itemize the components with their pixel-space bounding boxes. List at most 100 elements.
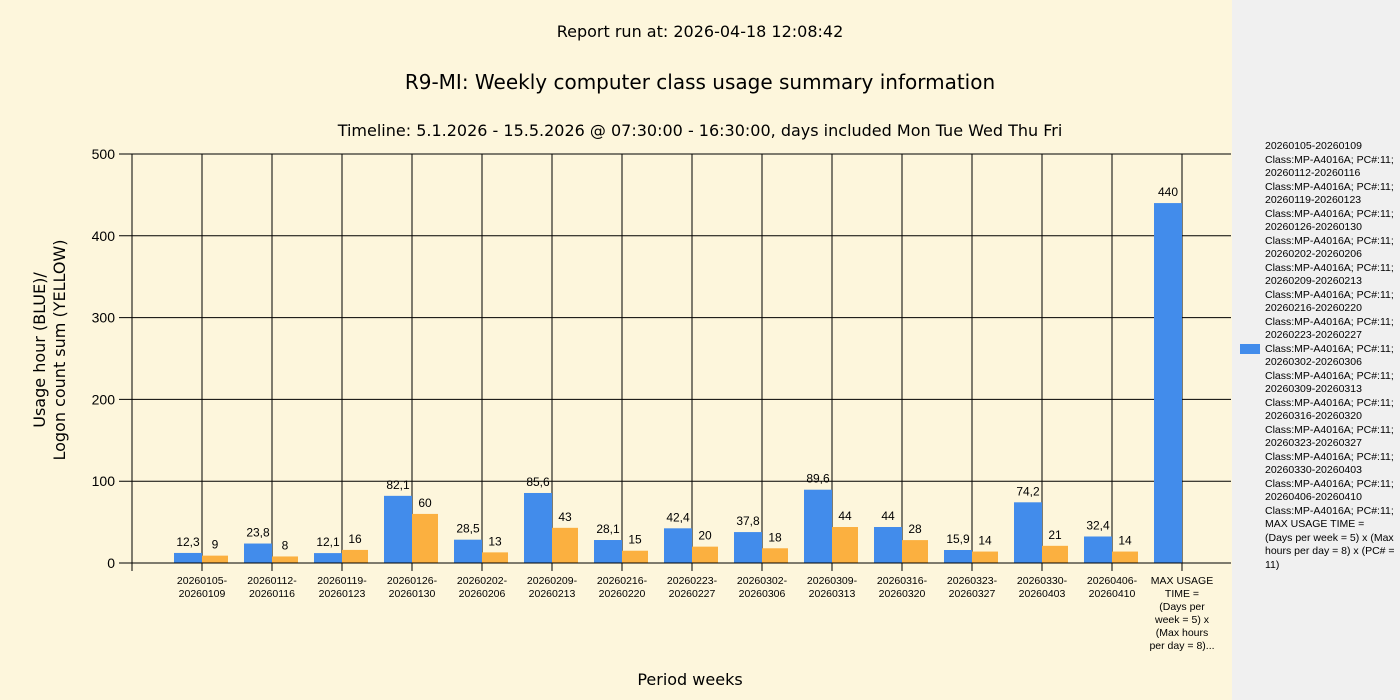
legend-line: Class:MP-A4016A; PC#:11;: [1265, 234, 1394, 247]
legend-line: Class:MP-A4016A; PC#:11;: [1265, 477, 1394, 490]
x-tick-label: 20260119- 20260123: [302, 575, 382, 601]
bar-logon-count: [342, 549, 368, 563]
data-label: 14: [1118, 534, 1132, 548]
x-tick-label-line: 20260109: [178, 588, 226, 600]
bar-usage-hour: [454, 539, 482, 563]
legend-line: Class:MP-A4016A; PC#:11;: [1265, 207, 1394, 220]
bar-usage-hour: [734, 532, 762, 563]
x-tick-label: 20260323- 20260327: [932, 575, 1012, 601]
legend-line: MAX USAGE TIME =: [1265, 518, 1365, 530]
x-tick-label: 20260309- 20260313: [792, 575, 872, 601]
data-label: 89,6: [806, 472, 830, 486]
bar-usage-hour: [664, 528, 692, 563]
x-tick-label-line: 20260403: [1018, 588, 1066, 600]
chart-subtitle: Timeline: 5.1.2026 - 15.5.2026 @ 07:30:0…: [337, 121, 1063, 140]
data-label: 37,8: [736, 514, 760, 528]
legend-line: Class:MP-A4016A; PC#:11;: [1265, 180, 1394, 193]
bar-logon-count: [622, 550, 648, 563]
bar-usage-hour: [804, 489, 832, 563]
bar-logon-count: [762, 548, 788, 563]
legend-line: 20260126-20260130: [1265, 221, 1362, 233]
bar-logon-count: [832, 527, 858, 563]
x-tick-label-line: 20260320: [878, 588, 926, 600]
x-tick-label-line: 20260119-: [317, 575, 367, 587]
bar-chart: 0 100 200 300 400 500 12,3 23,8 12,1 82,1 28,5 85,6…: [92, 146, 1231, 571]
legend-line: 20260112-20260116: [1265, 167, 1361, 179]
x-tick-label-line: 20260302-: [736, 575, 788, 587]
data-label: 13: [488, 534, 502, 548]
data-label: 18: [768, 530, 782, 544]
legend-line: 20260119-20260123: [1265, 194, 1362, 206]
data-label: 44: [838, 509, 852, 523]
bar-usage-hour: [384, 495, 412, 563]
legend-line: 20260302-20260306: [1265, 356, 1362, 368]
bar-usage-hour: [1084, 536, 1112, 563]
legend-line: Class:MP-A4016A; PC#:11;: [1265, 450, 1394, 463]
y-tick-label: 100: [92, 473, 116, 489]
x-tick-label-line: (Max hours: [1155, 627, 1209, 639]
bar-logon-count: [552, 527, 578, 563]
data-label: 15,9: [946, 532, 970, 546]
y-tick-label: 200: [92, 391, 116, 407]
x-tick-label: 20260209- 20260213: [512, 575, 592, 601]
x-tick-label-line: week = 5) x: [1155, 614, 1209, 626]
data-label: 28,5: [456, 522, 480, 536]
bar-logon-count: [692, 546, 718, 563]
y-tick-label: 400: [92, 228, 116, 244]
data-label: 12,3: [176, 535, 200, 549]
y-axis-title-line: Usage hour (BLUE)/: [30, 272, 49, 428]
legend-line: Class:MP-A4016A; PC#:11;: [1265, 261, 1394, 274]
data-label: 9: [212, 538, 219, 552]
bar-usage-hour: [1014, 502, 1042, 563]
legend-line: 20260316-20260320: [1265, 410, 1362, 422]
legend-line: Class:MP-A4016A; PC#:11;: [1265, 315, 1394, 328]
x-tick-label-line: 20260126-: [386, 575, 438, 587]
x-tick-label: 20260202- 20260206: [442, 575, 522, 601]
x-tick-label-line: 20260327: [948, 588, 996, 600]
legend-line: Class:MP-A4016A; PC#:11;: [1265, 288, 1394, 301]
legend-line: 20260209-20260213: [1265, 275, 1362, 287]
data-label: 440: [1158, 185, 1178, 199]
x-tick-label: MAX USAGE TIME = (Days per week = 5) x (Max …: [1142, 575, 1222, 653]
bar-usage-hour: [174, 552, 202, 563]
x-tick-label-line: 20260330-: [1016, 575, 1068, 587]
legend-swatch-usage: [1240, 344, 1260, 354]
y-tick-label: 300: [92, 310, 116, 326]
data-label: 82,1: [386, 478, 410, 492]
x-tick-label-line: 20260309-: [806, 575, 858, 587]
data-label: 42,4: [666, 510, 690, 524]
x-tick-label-line: 20260209-: [526, 575, 578, 587]
legend-line: Class:MP-A4016A; PC#:11;: [1265, 153, 1394, 166]
x-tick-label-line: 20260410: [1088, 588, 1136, 600]
x-tick-label-line: 20260323-: [946, 575, 998, 587]
x-tick-label-line: 20260223-: [666, 575, 718, 587]
chart-title: R9-MI: Weekly computer class usage summa…: [404, 70, 996, 94]
x-tick-label: 20260105- 20260109: [162, 575, 242, 601]
data-label: 16: [348, 532, 362, 546]
x-tick-label: 20260330- 20260403: [1002, 575, 1082, 601]
legend-line: 20260223-20260227: [1265, 329, 1362, 341]
legend-line: 20260406-20260410: [1265, 491, 1362, 503]
legend-text: 20260105-20260109 Class:MP-A4016A; PC#:11…: [1265, 140, 1397, 572]
bar-logon-count: [972, 551, 998, 563]
bar-usage-hour: [524, 492, 552, 563]
bar-logon-count: [1112, 551, 1138, 563]
x-tick-label-line: 20260216-: [596, 575, 648, 587]
x-tick-label: 20260316- 20260320: [862, 575, 942, 601]
x-tick-label-line: 20260316-: [876, 575, 928, 587]
bar-logon-count: [272, 556, 298, 563]
x-tick-label-line: 20260306: [738, 588, 786, 600]
x-tick-label: 20260223- 20260227: [652, 575, 732, 601]
x-tick-label-line: 20260112-: [247, 575, 297, 587]
legend-panel: [1232, 0, 1400, 700]
x-tick-label-line: 20260206: [458, 588, 506, 600]
data-label: 44: [881, 509, 895, 523]
x-tick-label: 20260302- 20260306: [722, 575, 802, 601]
x-tick-label-line: 20260130: [388, 588, 436, 600]
x-tick-label-line: 20260213: [528, 588, 576, 600]
data-label: 15: [628, 533, 642, 547]
bar-usage-hour: [1154, 203, 1182, 563]
chart-area: [0, 0, 1232, 700]
x-tick-label-line: (Days per: [1159, 601, 1205, 613]
legend-line: Class:MP-A4016A; PC#:11;: [1265, 342, 1394, 355]
